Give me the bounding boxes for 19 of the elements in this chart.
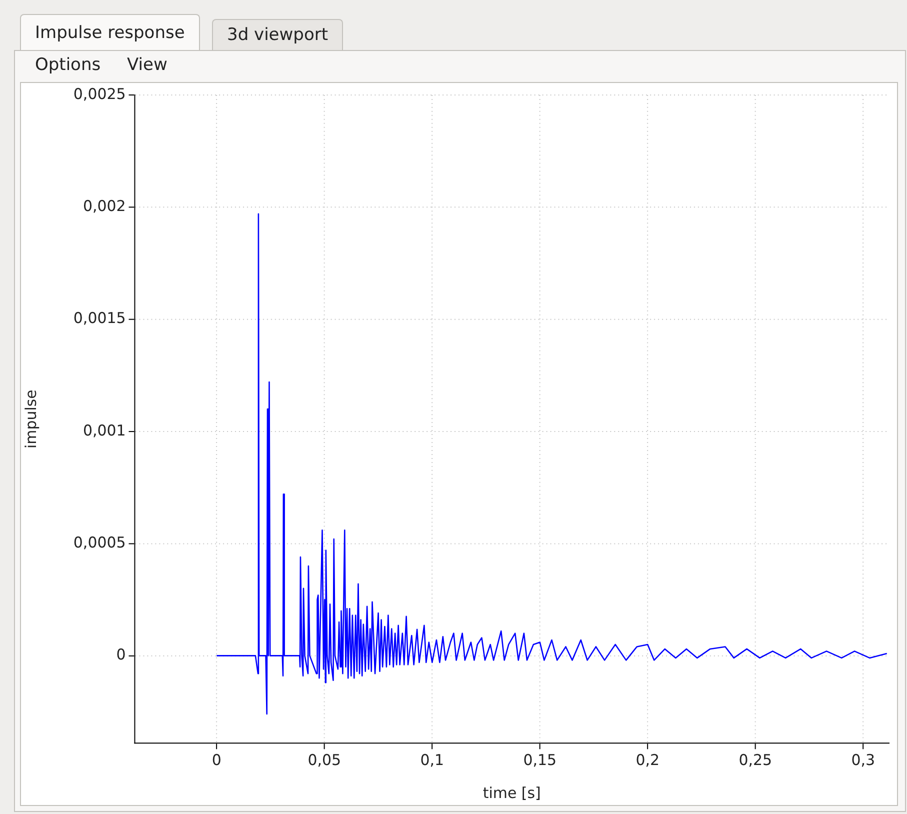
text: 3d viewport: [212, 19, 344, 50]
y-tick-label: 0,002: [82, 196, 126, 215]
y-tick-label: 0: [116, 646, 126, 664]
y-tick-label: 0,0025: [73, 84, 126, 103]
x-tick-label: 0: [212, 751, 222, 769]
x-axis-title: time [s]: [482, 784, 541, 802]
y-tick-label: 0,001: [82, 421, 126, 440]
text: Impulse response: [20, 14, 200, 50]
x-tick-label: 0,15: [523, 751, 557, 769]
x-tick-label: 0,2: [636, 751, 660, 769]
x-tick-label: 0,3: [851, 751, 876, 769]
x-tick-label: 0,05: [308, 751, 342, 769]
y-tick-label: 0,0015: [73, 309, 126, 328]
x-tick-label: 0,25: [738, 751, 772, 769]
x-tick-label: 0,1: [420, 751, 444, 769]
text: View: [127, 55, 168, 75]
y-tick-label: 0,0005: [73, 533, 126, 552]
y-axis-title: impulse: [22, 390, 40, 448]
text: Options: [35, 55, 101, 75]
